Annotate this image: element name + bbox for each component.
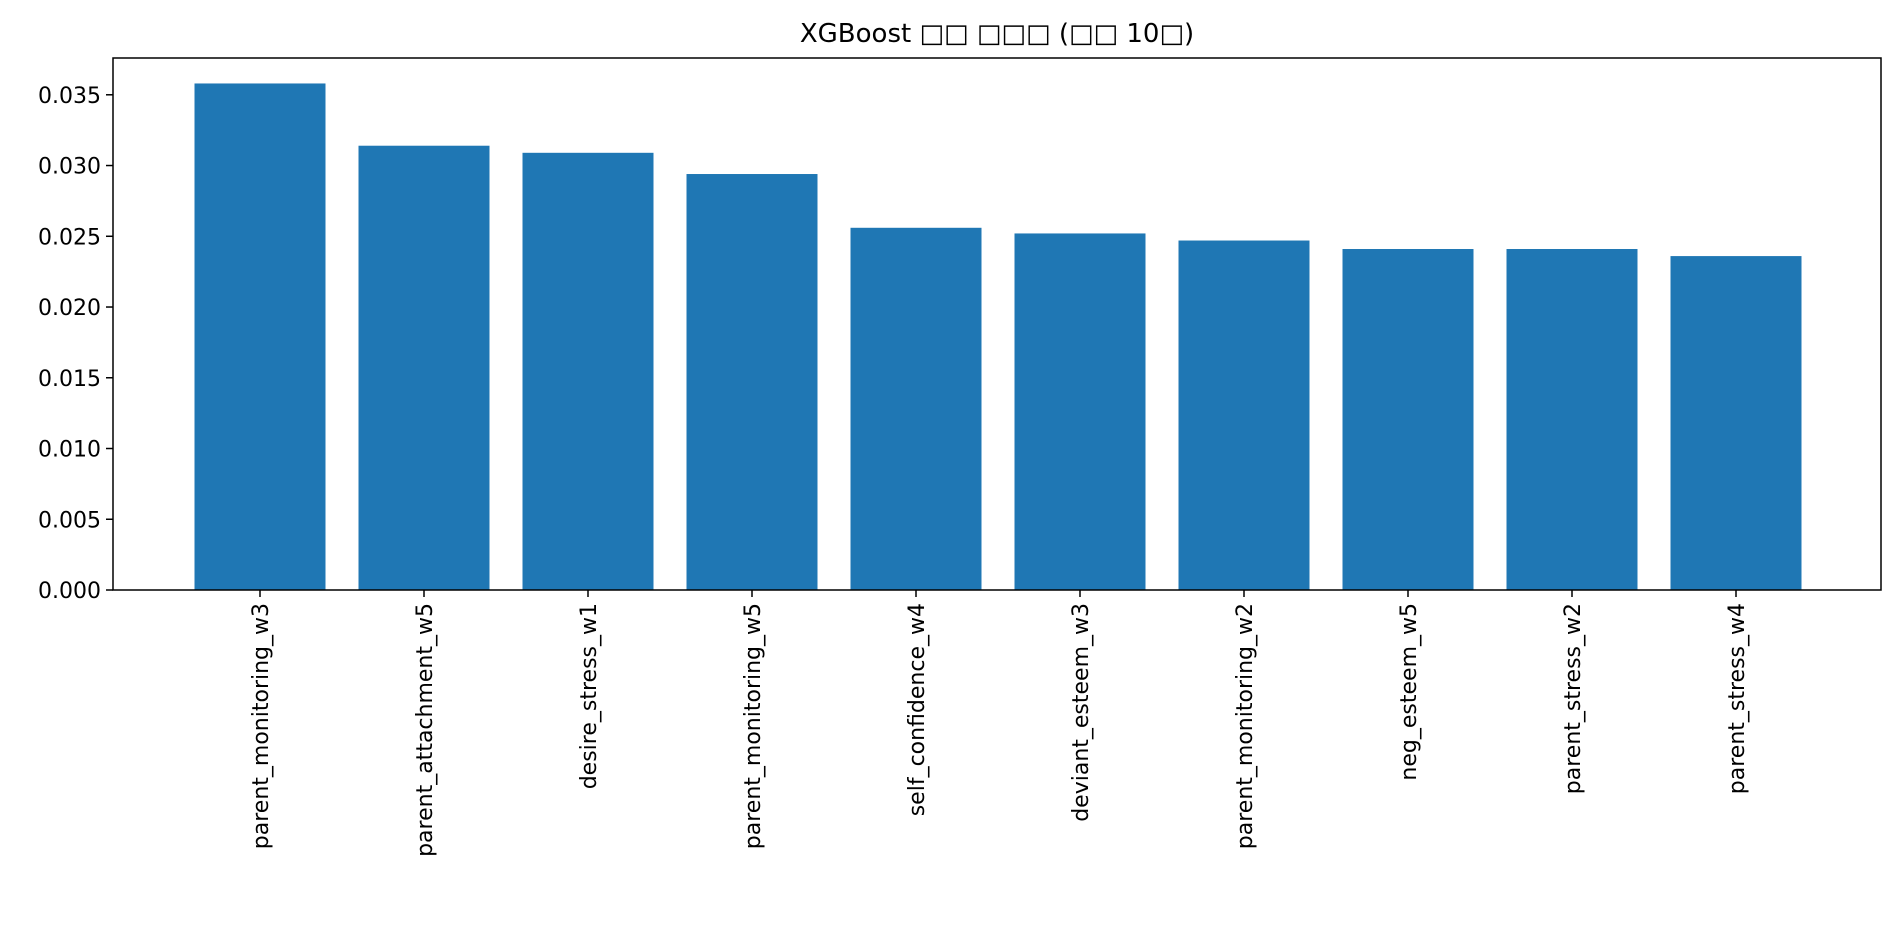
y-tick-label: 0.025 [38, 225, 101, 250]
x-tick-label: neg_esteem_w5 [1397, 603, 1422, 781]
bar-parent-monitoring-w3 [194, 83, 326, 591]
y-tick-label: 0.020 [38, 296, 101, 321]
x-tick-label: desire_stress_w1 [577, 603, 602, 789]
chart-title: XGBoost □□ □□□ (□□ 10□) [800, 19, 1194, 49]
plot-frame [112, 57, 1882, 591]
x-axis: parent_monitoring_w3 parent_attachment_w5… [249, 590, 1750, 857]
x-tick-label: parent_stress_w4 [1725, 603, 1750, 794]
bar-desire-stress-w1 [522, 152, 654, 591]
y-tick-label: 0.010 [38, 438, 101, 463]
x-tick-label: parent_monitoring_w2 [1233, 603, 1258, 849]
x-tick-label: parent_attachment_w5 [413, 603, 438, 857]
x-tick-label: deviant_esteem_w3 [1069, 603, 1094, 822]
bar-neg-esteem-w5 [1342, 249, 1474, 591]
x-tick-label: parent_stress_w2 [1561, 603, 1586, 794]
y-tick-label: 0.015 [38, 367, 101, 392]
x-tick-label: parent_monitoring_w3 [249, 603, 274, 849]
bar-parent-monitoring-w2 [1178, 240, 1310, 590]
bar-self-confidence-w4 [850, 227, 982, 590]
bar-parent-stress-w2 [1506, 249, 1638, 591]
x-tick-label: self_confidence_w4 [905, 603, 930, 816]
y-axis: 0.000 0.005 0.010 0.015 0.020 0.025 0.030 0.035 [38, 84, 113, 604]
bar-parent-attachment-w5 [358, 145, 490, 591]
y-tick-label: 0.000 [38, 579, 101, 604]
bar-deviant-esteem-w3 [1014, 233, 1146, 590]
y-tick-label: 0.005 [38, 508, 101, 533]
x-tick-label: parent_monitoring_w5 [741, 603, 766, 849]
y-tick-label: 0.035 [38, 84, 101, 109]
bar-parent-stress-w4 [1670, 256, 1802, 590]
bar-parent-monitoring-w5 [686, 174, 818, 590]
bar-series [194, 83, 1802, 591]
y-tick-label: 0.030 [38, 155, 101, 180]
